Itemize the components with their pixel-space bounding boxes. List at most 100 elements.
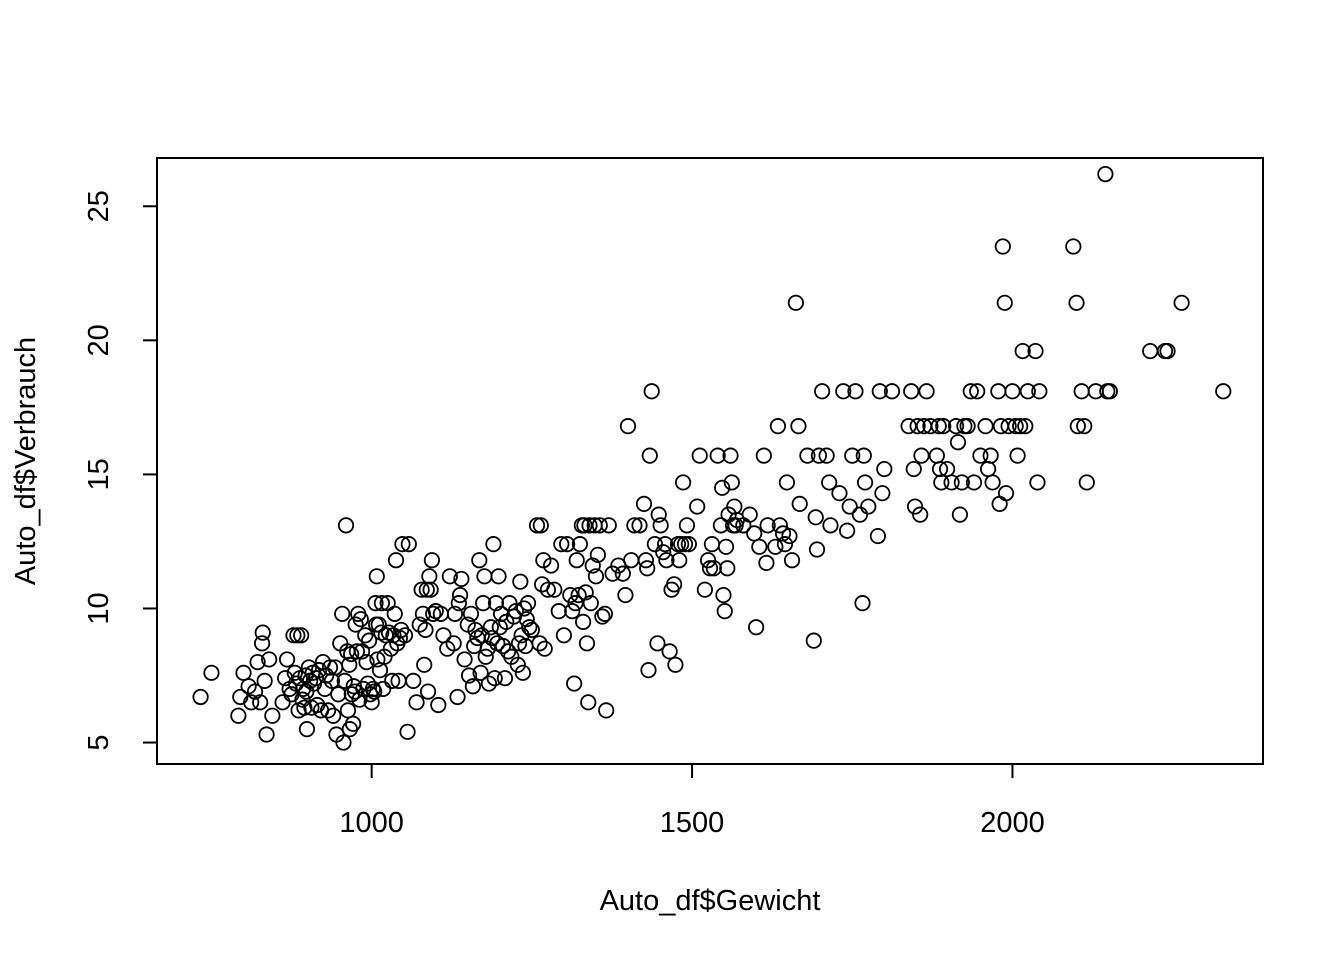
data-point bbox=[445, 635, 462, 652]
data-point bbox=[532, 517, 549, 534]
data-point bbox=[703, 536, 721, 553]
data-point bbox=[990, 383, 1007, 400]
data-point bbox=[1073, 383, 1090, 400]
data-point bbox=[759, 517, 776, 534]
data-point bbox=[783, 552, 801, 569]
data-point bbox=[464, 678, 482, 695]
data-point bbox=[594, 608, 611, 625]
data-point bbox=[676, 536, 694, 553]
data-point bbox=[696, 581, 713, 598]
data-point bbox=[334, 605, 351, 622]
data-point bbox=[1078, 474, 1095, 491]
data-point bbox=[484, 629, 501, 647]
data-point bbox=[435, 627, 452, 644]
data-point bbox=[1101, 383, 1118, 400]
data-point bbox=[969, 383, 986, 400]
data-point bbox=[805, 632, 822, 649]
data-point bbox=[962, 383, 979, 400]
data-point bbox=[421, 568, 438, 585]
data-point bbox=[658, 552, 675, 569]
x-tick-label: 1500 bbox=[660, 807, 725, 839]
data-point bbox=[980, 460, 997, 478]
data-point bbox=[254, 624, 271, 641]
data-point bbox=[341, 721, 358, 738]
data-point bbox=[959, 418, 976, 435]
data-point bbox=[751, 538, 768, 555]
data-point bbox=[341, 656, 358, 673]
data-point bbox=[619, 418, 637, 435]
data-point bbox=[1069, 418, 1086, 435]
x-tick-label: 2000 bbox=[980, 807, 1045, 839]
data-point bbox=[387, 552, 405, 569]
data-point bbox=[755, 447, 772, 464]
data-point bbox=[330, 686, 347, 703]
data-point bbox=[991, 495, 1008, 513]
data-point bbox=[1215, 383, 1232, 400]
data-point bbox=[614, 565, 631, 582]
data-point bbox=[831, 485, 848, 502]
data-point bbox=[928, 447, 945, 464]
data-point bbox=[1000, 418, 1017, 435]
data-point bbox=[1027, 342, 1044, 360]
data-point bbox=[539, 581, 556, 598]
data-point bbox=[860, 498, 877, 515]
data-point bbox=[671, 552, 688, 569]
data-point bbox=[451, 586, 469, 604]
data-point bbox=[192, 688, 209, 706]
data-point bbox=[746, 525, 763, 542]
data-point bbox=[776, 536, 794, 553]
data-point bbox=[922, 418, 939, 435]
data-point bbox=[587, 568, 605, 585]
data-point bbox=[352, 611, 369, 628]
data-point bbox=[847, 383, 864, 400]
data-point bbox=[854, 595, 871, 612]
data-point bbox=[472, 664, 489, 681]
data-point bbox=[294, 691, 311, 708]
data-point bbox=[246, 683, 264, 700]
data-point bbox=[874, 485, 891, 502]
data-point bbox=[646, 536, 663, 553]
data-point bbox=[876, 460, 893, 478]
data-point bbox=[758, 554, 775, 571]
data-point bbox=[953, 474, 970, 491]
data-point bbox=[419, 683, 437, 700]
data-point bbox=[639, 560, 656, 577]
data-point bbox=[384, 672, 401, 689]
data-point bbox=[476, 568, 493, 585]
data-point bbox=[640, 662, 657, 679]
data-point bbox=[555, 627, 573, 644]
data-point bbox=[486, 670, 503, 687]
data-point bbox=[550, 603, 567, 620]
data-point bbox=[678, 517, 696, 534]
data-point bbox=[649, 635, 666, 652]
data-point bbox=[650, 506, 667, 523]
data-point bbox=[496, 670, 514, 687]
data-point bbox=[947, 418, 965, 435]
data-point bbox=[1004, 383, 1021, 400]
data-point bbox=[430, 696, 447, 714]
data-point bbox=[542, 557, 560, 574]
y-tick-label: 20 bbox=[83, 324, 115, 356]
data-point bbox=[626, 517, 643, 534]
data-point bbox=[1097, 165, 1114, 183]
data-point bbox=[714, 479, 731, 496]
data-point bbox=[577, 584, 594, 601]
data-point bbox=[411, 616, 428, 633]
data-point bbox=[274, 694, 291, 711]
data-point bbox=[835, 383, 852, 400]
data-point bbox=[699, 552, 717, 569]
data-point bbox=[449, 688, 466, 706]
data-point bbox=[591, 517, 608, 534]
data-point bbox=[1159, 342, 1176, 360]
data-point bbox=[546, 581, 563, 598]
data-point bbox=[422, 581, 439, 598]
data-point bbox=[814, 383, 831, 400]
data-point bbox=[507, 603, 524, 620]
data-point bbox=[375, 680, 392, 698]
data-point bbox=[623, 552, 640, 569]
y-tick-label: 10 bbox=[83, 592, 115, 624]
data-point bbox=[335, 734, 352, 751]
x-axis: 1000 1500 2000 bbox=[339, 763, 1045, 839]
data-point bbox=[984, 474, 1001, 491]
